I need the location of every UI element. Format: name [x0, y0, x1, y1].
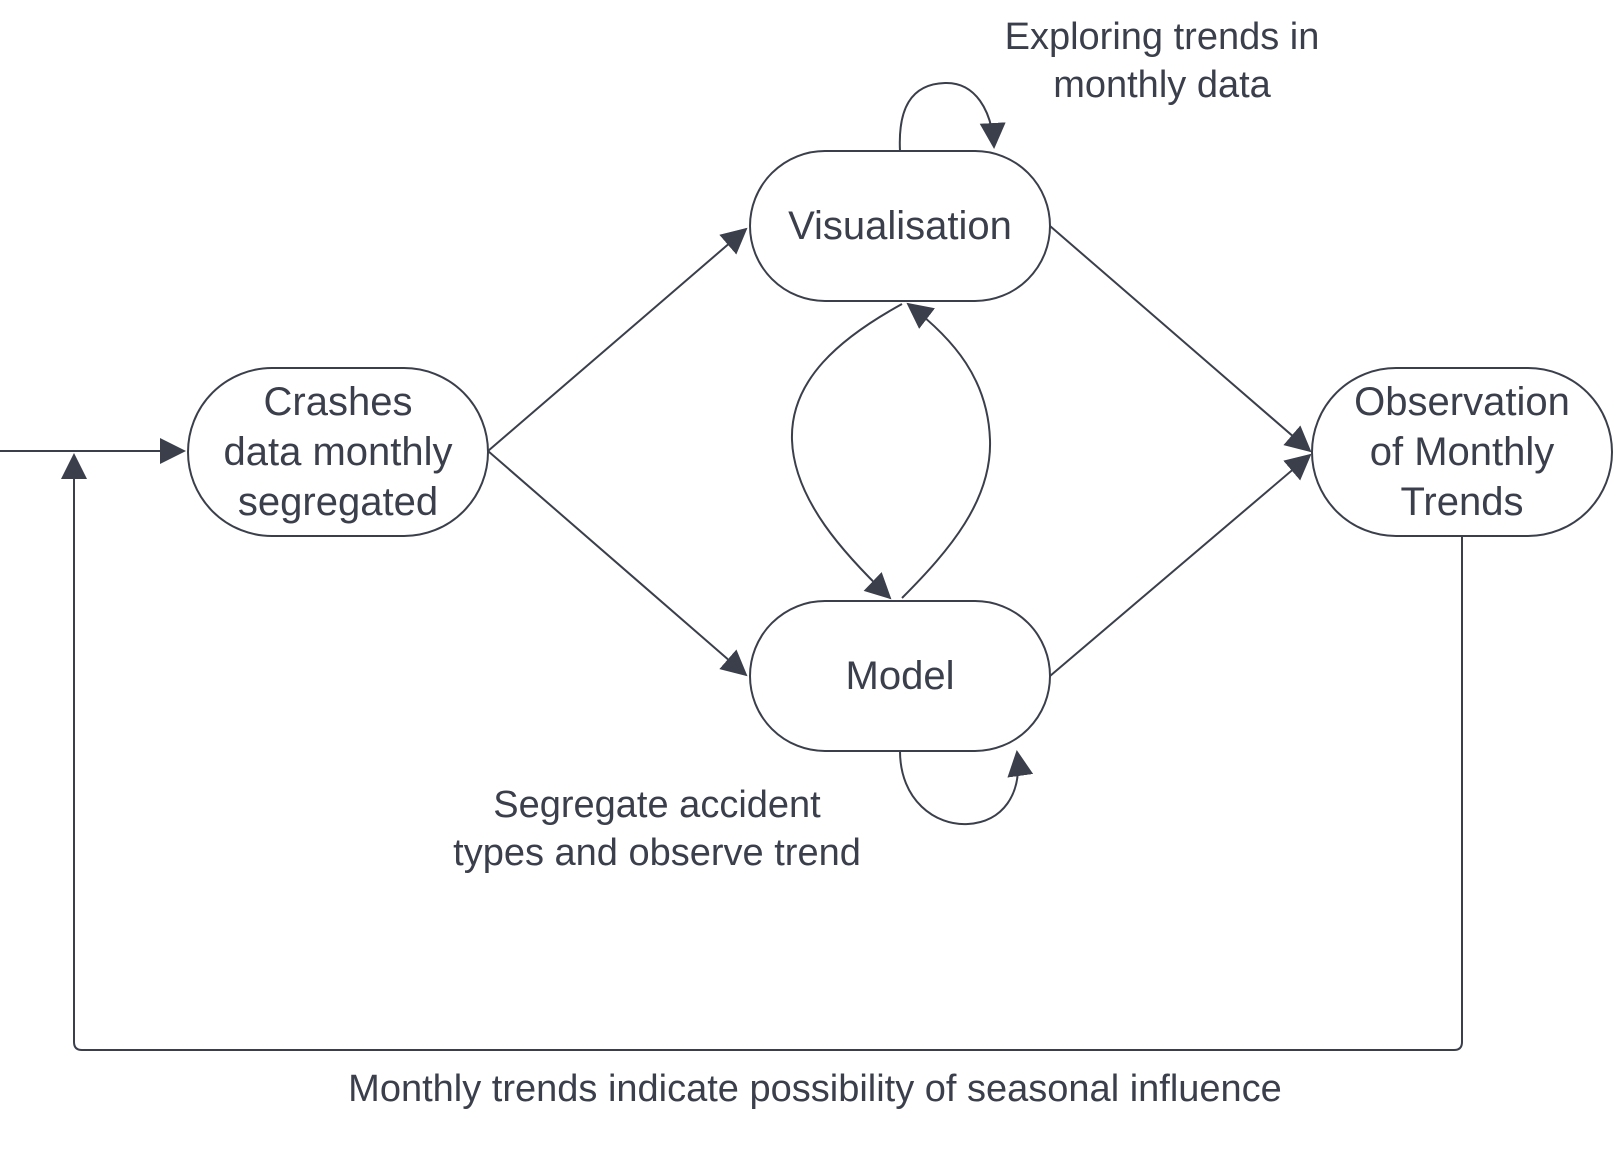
- node-crashes-label: Crashes data monthly segregated: [223, 380, 453, 524]
- edge-visualisation-to-observation: [1049, 225, 1312, 453]
- edge-model-self-loop: [899, 750, 1034, 826]
- edge-crashes-to-visualisation: [487, 227, 748, 452]
- edge-model-to-visualisation: [901, 302, 992, 599]
- annotation-exploring-trends: Exploring trends in monthly data: [1004, 16, 1320, 106]
- edge-crashes-to-model: [487, 450, 748, 677]
- node-observation-label: Observation of Monthly Trends: [1354, 380, 1570, 524]
- node-visualisation-label: Visualisation: [788, 204, 1012, 248]
- edge-model-to-observation: [1049, 453, 1312, 677]
- annotation-feedback-monthly-trends: Monthly trends indicate possibility of s…: [348, 1068, 1282, 1110]
- edge-observation-feedback-loop: [61, 453, 1463, 1051]
- edge-visualisation-to-model: [790, 303, 903, 600]
- annotation-segregate-accident: Segregate accident types and observe tre…: [453, 784, 861, 874]
- edge-visualisation-self-loop: [898, 81, 1006, 152]
- node-model-label: Model: [845, 654, 955, 698]
